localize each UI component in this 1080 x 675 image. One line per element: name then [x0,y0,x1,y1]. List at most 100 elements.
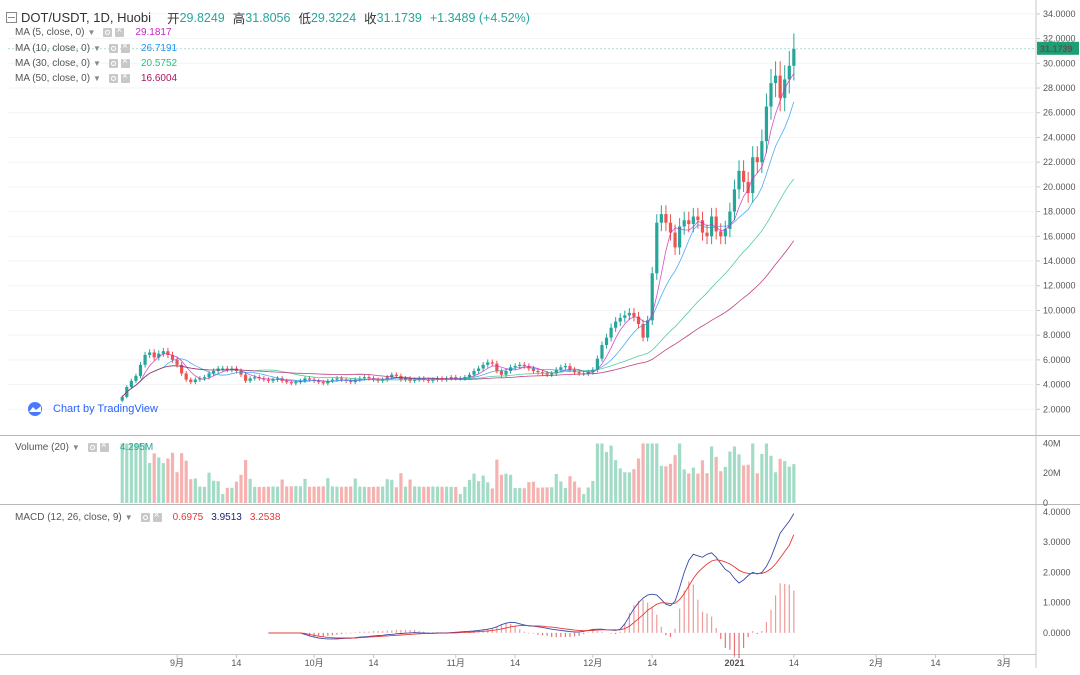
price-tick-label: 10.0000 [1043,305,1076,315]
volume-bar [710,446,714,503]
ma10-legend[interactable]: MA (10, close, 0)▼ 26.7191 [15,41,177,54]
ma-line [121,73,795,398]
volume-bar [518,488,522,503]
settings-icon[interactable] [108,74,118,83]
volume-bar [664,466,668,503]
close-icon[interactable] [115,25,125,37]
volume-bar [568,476,572,503]
candle-body [595,358,599,370]
candle-body [513,366,517,368]
volume-bar [271,486,275,503]
volume-bar [527,482,531,503]
ma5-legend[interactable]: MA (5, close, 0)▼ 29.1817 [15,25,172,38]
volume-bar [180,453,184,503]
candle-body [504,370,508,375]
candle-body [714,216,718,232]
volume-bar [486,482,490,503]
time-tick-label: 3月 [997,658,1011,668]
candle-body [536,370,540,373]
macd-tick-label: 4.0000 [1043,507,1071,517]
volume-bar [696,473,700,503]
chevron-down-icon[interactable]: ▼ [93,74,101,83]
ma30-legend[interactable]: MA (30, close, 0)▼ 20.5752 [15,56,177,69]
candle-body [646,320,650,338]
volume-bar [582,494,586,503]
volume-bar [741,465,746,503]
candle-body [212,370,216,374]
close-icon[interactable] [120,41,130,53]
ma10-label: MA (10, close, 0) [15,43,91,54]
volume-bar [678,443,682,503]
settings-icon[interactable] [87,443,97,452]
price-tick-label: 32.0000 [1043,34,1076,44]
candle-body [723,228,727,237]
settings-icon[interactable] [108,59,118,68]
collapse-icon[interactable] [6,12,17,23]
price-tick-label: 28.0000 [1043,83,1076,93]
volume-bar [586,487,590,503]
settings-icon[interactable] [103,28,113,37]
candle-body [554,369,558,374]
price-tick-label: 34.0000 [1043,9,1076,19]
time-tick-label: 14 [647,658,657,668]
volume-bar [572,481,577,503]
price-tick-label: 30.0000 [1043,58,1076,68]
close-icon[interactable] [120,71,130,83]
ma-line [121,240,795,398]
candle-body [495,363,499,371]
macd-legend[interactable]: MACD (12, 26, close, 9)▼ 0.6975 3.9513 3… [15,510,280,523]
volume-bar [253,486,257,503]
volume-bar [650,443,654,503]
candle-body [239,370,243,375]
price-tick-label: 4.0000 [1043,380,1071,390]
volume-bar [326,478,330,503]
candle-body [431,379,435,381]
low-label: 低 [298,12,311,26]
volume-bar [773,472,778,503]
candle-body [778,75,782,98]
candle-body [655,222,659,274]
candle-body [499,370,504,375]
close-icon[interactable] [120,56,130,68]
volume-bar [157,457,161,503]
volume-bar [189,479,193,503]
time-tick-label: 11月 [447,658,465,668]
volume-bar [614,460,618,503]
time-tick-label: 12月 [583,658,602,668]
volume-bar [618,468,622,503]
settings-icon[interactable] [140,513,150,522]
candle-body [732,189,737,212]
candle-body [134,375,138,381]
time-tick-label: 2021 [724,658,744,668]
settings-icon[interactable] [108,44,118,53]
open-value: 29.8249 [179,10,225,25]
chevron-down-icon[interactable]: ▼ [87,28,96,37]
volume-bar [221,494,225,503]
volume-bar [198,486,202,503]
close-icon[interactable] [152,510,162,522]
price-tick-label: 20.0000 [1043,182,1076,192]
volume-bar [134,443,138,503]
signal-line [268,534,795,639]
candle-body [673,232,677,248]
candle-body [600,345,604,359]
chevron-down-icon[interactable]: ▼ [93,44,101,53]
volume-legend[interactable]: Volume (20)▼ 4.295M [15,440,153,453]
volume-bar [394,487,398,503]
candle-body [705,232,709,237]
price-tick-label: 18.0000 [1043,207,1076,217]
chevron-down-icon[interactable]: ▼ [124,513,133,522]
volume-bar [604,451,609,503]
candle-body [170,354,175,360]
candle-body [710,216,714,237]
ma50-legend[interactable]: MA (50, close, 0)▼ 16.6004 [15,71,177,84]
volume-bar [225,487,229,503]
close-icon[interactable] [99,440,109,452]
volume-bar [787,466,791,503]
volume-bar [577,487,581,503]
volume-bar [125,443,129,503]
tradingview-branding[interactable]: Chart by TradingView [25,402,158,416]
chevron-down-icon[interactable]: ▼ [71,443,80,452]
volume-bar [600,443,604,503]
chevron-down-icon[interactable]: ▼ [93,59,101,68]
